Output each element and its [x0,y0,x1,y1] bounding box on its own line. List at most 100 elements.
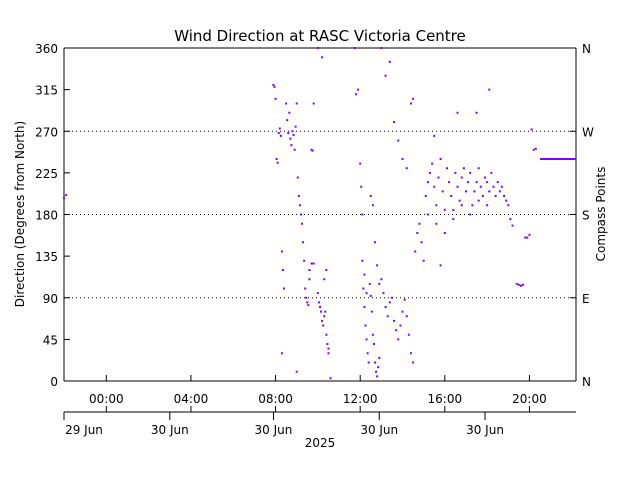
chart-title: Wind Direction at RASC Victoria Centre [174,27,466,45]
date-label-4: 30 Jun [466,423,504,437]
data-point [380,278,383,281]
data-point [304,287,307,290]
data-point [274,97,277,100]
compass-label-4: N [582,42,591,56]
data-point [371,333,374,336]
data-point [301,222,304,225]
compass-axis-ticks: N E S W N [570,42,594,389]
data-point [479,185,482,188]
data-point [277,132,280,135]
data-point [505,199,508,202]
data-point [422,259,425,262]
data-point [275,158,278,160]
data-point [534,147,537,150]
data-point [288,111,291,114]
data-point [371,204,374,207]
data-point [460,204,463,207]
data-point [452,218,455,221]
data-point [397,338,400,341]
data-point [412,97,415,100]
data-point [306,301,309,304]
data-point [280,352,283,355]
data-point [473,190,476,193]
data-point [63,196,65,199]
data-point [357,88,360,91]
data-point [511,224,514,227]
data-point [431,162,434,165]
time-tick-label-0: 00:00 [89,392,124,406]
data-point [486,181,489,184]
y-tick-label-180: 180 [35,209,58,223]
date-label-1: 30 Jun [151,423,189,437]
data-point [433,185,436,188]
data-point [458,199,461,202]
data-point [320,310,323,313]
data-point [363,273,366,276]
y-tick-label-135: 135 [35,250,58,264]
data-point [426,213,429,216]
data-point [443,232,446,234]
data-point [469,171,472,174]
data-point [279,134,282,137]
data-point [424,195,427,197]
data-point [407,333,410,336]
data-point [312,262,315,265]
data-point [376,375,379,378]
compass-label-1: E [582,292,590,306]
data-point [361,259,364,262]
data-point [388,60,391,63]
y-tick-label-45: 45 [43,333,58,347]
compass-label-3: W [582,125,594,139]
data-point [488,88,491,91]
data-point [359,162,362,165]
data-point [526,236,529,239]
data-point [281,269,284,271]
data-point [409,352,412,355]
data-point [393,319,396,322]
data-point [488,190,491,193]
data-point [293,148,296,151]
data-point [291,130,294,133]
data-point [316,292,319,295]
data-point [353,47,356,49]
data-point [322,324,325,327]
data-point [368,282,371,285]
date-axis-labels: 29 Jun 30 Jun 30 Jun 30 Jun 30 Jun [63,412,504,437]
data-point [297,195,300,197]
data-point [283,287,286,290]
data-point [289,137,292,140]
data-point [439,264,442,267]
data-point [464,190,467,193]
data-point [295,370,298,373]
data-point [420,241,423,244]
time-tick-label-4: 04:00 [174,392,209,406]
data-point [443,208,446,211]
data-point [492,185,495,188]
data-point [366,352,369,355]
data-point [481,195,484,197]
data-point [399,324,402,327]
data-point [310,262,313,265]
data-point [302,241,305,244]
data-point [278,127,281,130]
y-tick-label-360: 360 [35,42,58,56]
data-point [450,195,453,197]
data-point [372,343,375,345]
data-point [312,102,315,105]
data-point [418,222,421,225]
time-axis-ticks: 00:00 04:00 08:00 12:00 16:00 20:00 [89,375,547,412]
data-point [65,194,68,197]
data-point [448,181,451,184]
data-point [317,301,320,304]
data-point [374,241,377,244]
data-point [395,329,398,332]
data-point [454,171,457,174]
data-point [388,301,391,304]
date-label-3: 30 Jun [360,423,398,437]
data-point [496,181,499,184]
y-tick-label-315: 315 [35,84,58,98]
data-point [287,132,290,135]
data-point [296,176,299,179]
data-point [374,361,377,364]
